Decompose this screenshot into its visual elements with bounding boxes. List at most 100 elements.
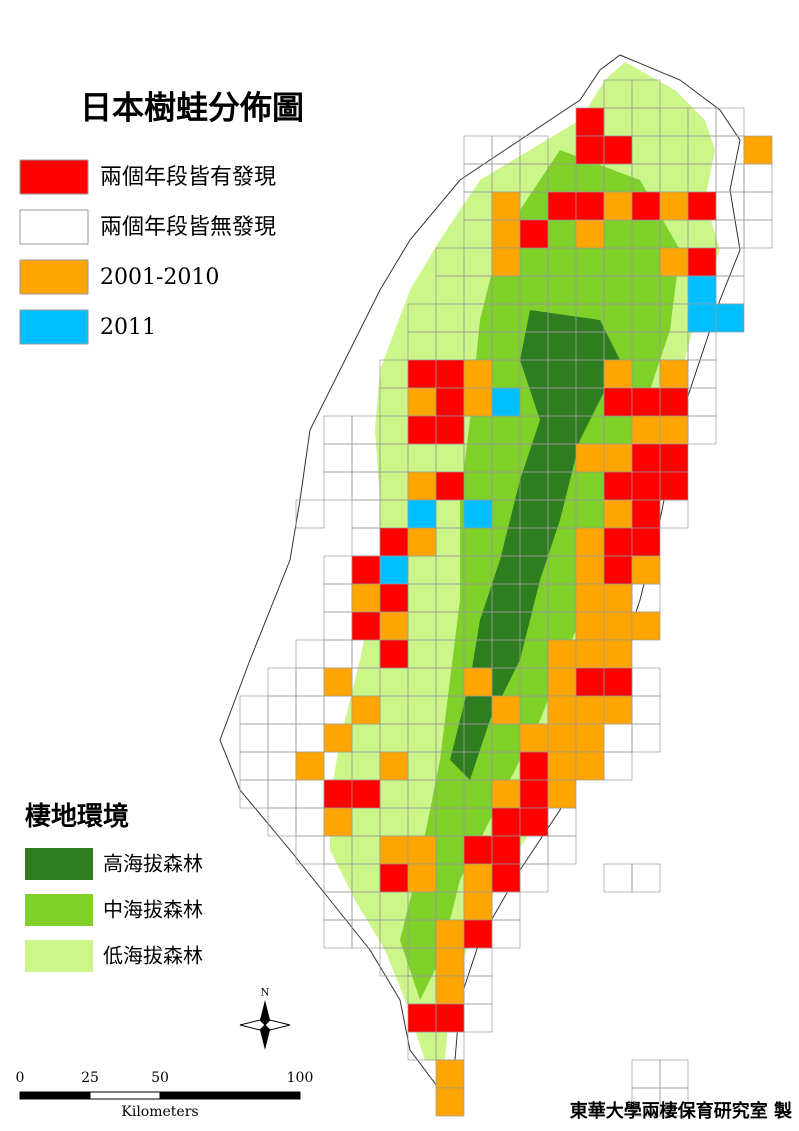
habitat-title: 棲地環境	[25, 801, 129, 832]
survey-cell	[379, 835, 409, 865]
survey-cell	[519, 751, 549, 781]
scale-segment	[89, 1091, 161, 1100]
scale-label: 100	[287, 1070, 314, 1086]
legend-swatch	[19, 259, 89, 295]
habitat-label: 高海拔森林	[103, 852, 203, 876]
survey-cell	[631, 387, 661, 417]
survey-cell	[603, 667, 633, 697]
survey-cell	[603, 387, 633, 417]
survey-cell	[463, 499, 493, 529]
survey-cell	[603, 443, 633, 473]
survey-cell	[463, 835, 493, 865]
survey-cell	[659, 415, 689, 445]
survey-cell	[631, 471, 661, 501]
survey-cell	[435, 1059, 465, 1089]
survey-cell	[575, 611, 605, 641]
survey-cell	[547, 191, 577, 221]
legend-swatch	[19, 209, 89, 245]
survey-cell	[323, 779, 353, 809]
survey-cell	[435, 975, 465, 1005]
survey-cell	[575, 667, 605, 697]
survey-cell	[351, 611, 381, 641]
survey-cell	[435, 947, 465, 977]
survey-cell	[575, 107, 605, 137]
legend-swatch	[19, 309, 89, 345]
survey-cell	[463, 387, 493, 417]
survey-cell	[715, 303, 745, 333]
survey-cell	[603, 611, 633, 641]
survey-cell	[631, 499, 661, 529]
survey-cell	[463, 919, 493, 949]
survey-cell	[603, 359, 633, 389]
empty-cell	[743, 219, 773, 249]
scale-label: 25	[81, 1070, 99, 1086]
survey-cell	[547, 723, 577, 753]
north-label: N	[261, 988, 270, 999]
survey-cell	[491, 247, 521, 277]
survey-cell	[603, 583, 633, 613]
legend-swatch	[19, 159, 89, 195]
empty-cell	[547, 835, 577, 865]
survey-cell	[631, 555, 661, 585]
empty-cell	[295, 499, 325, 529]
survey-cell	[687, 247, 717, 277]
survey-cell	[407, 863, 437, 893]
survey-cell	[631, 611, 661, 641]
habitat-swatch	[25, 894, 93, 926]
survey-cell	[463, 359, 493, 389]
survey-cell	[351, 555, 381, 585]
survey-cell	[435, 1003, 465, 1033]
legend-label: 2011	[100, 315, 156, 340]
survey-cell	[407, 471, 437, 501]
survey-cell	[435, 1087, 465, 1117]
survey-cell	[379, 751, 409, 781]
survey-cell	[379, 611, 409, 641]
survey-cell	[631, 415, 661, 445]
grid	[239, 79, 773, 1117]
habitat-swatch	[25, 940, 93, 972]
survey-cell	[575, 443, 605, 473]
survey-cell	[575, 695, 605, 725]
legend-label: 兩個年段皆無發現	[100, 215, 276, 240]
survey-cell	[687, 275, 717, 305]
scale-label: 0	[16, 1070, 25, 1086]
survey-cell	[491, 219, 521, 249]
empty-cell	[659, 1087, 689, 1117]
survey-cell	[407, 359, 437, 389]
survey-cell	[547, 695, 577, 725]
legend-label: 兩個年段皆有發現	[100, 165, 276, 190]
empty-cell	[631, 863, 661, 893]
legend-label: 2001-2010	[100, 265, 219, 290]
survey-cell	[351, 695, 381, 725]
survey-cell	[407, 1003, 437, 1033]
survey-cell	[631, 191, 661, 221]
survey-cell	[659, 471, 689, 501]
credit: 東華大學兩棲保育研究室 製	[570, 1100, 792, 1122]
survey-cell	[491, 863, 521, 893]
survey-cell	[547, 779, 577, 809]
survey-cell	[631, 527, 661, 557]
survey-cell	[575, 723, 605, 753]
survey-cell	[435, 471, 465, 501]
survey-cell	[351, 779, 381, 809]
survey-cell	[379, 863, 409, 893]
survey-cell	[519, 779, 549, 809]
survey-cell	[463, 667, 493, 697]
survey-cell	[463, 863, 493, 893]
habitat-label: 中海拔森林	[103, 898, 203, 922]
survey-cell	[519, 807, 549, 837]
survey-cell	[491, 191, 521, 221]
survey-cell	[379, 527, 409, 557]
survey-cell	[659, 359, 689, 389]
survey-cell	[687, 191, 717, 221]
north-arrow: N	[239, 988, 291, 1050]
survey-cell	[659, 387, 689, 417]
survey-cell	[575, 135, 605, 165]
survey-cell	[575, 191, 605, 221]
survey-cell	[575, 583, 605, 613]
survey-cell	[743, 135, 773, 165]
survey-cell	[575, 751, 605, 781]
